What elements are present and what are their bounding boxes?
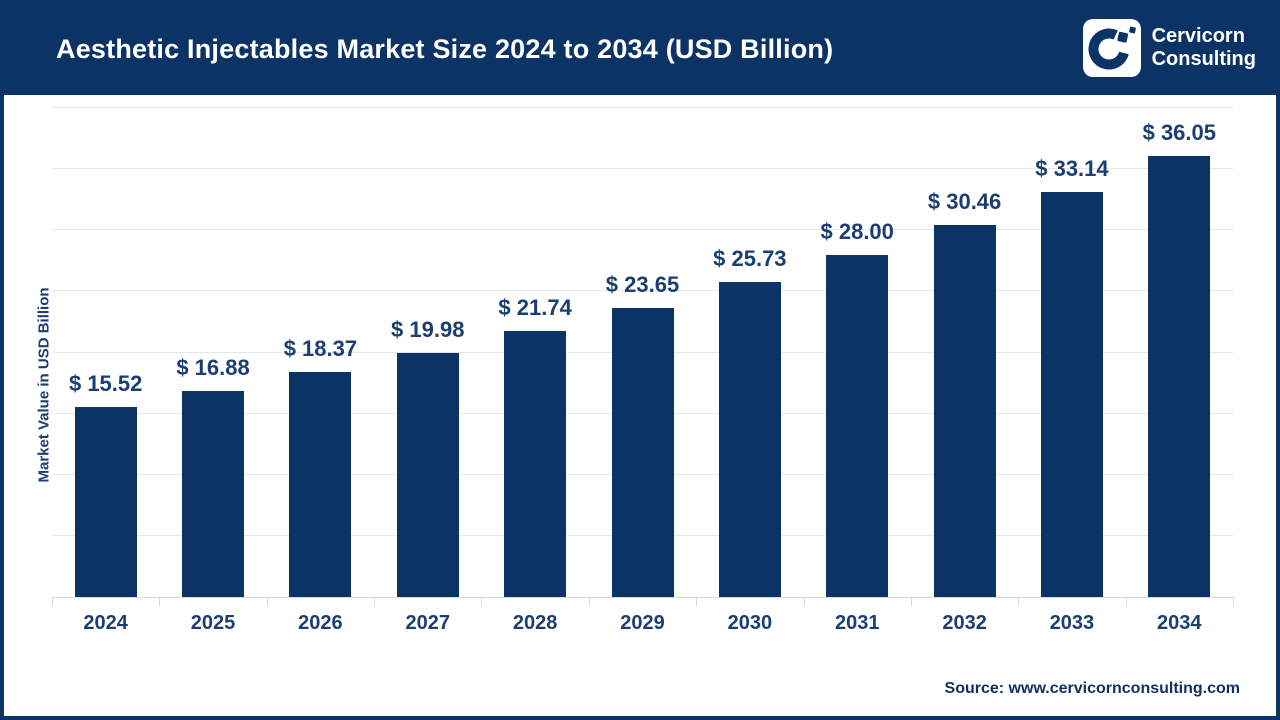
bar: [933, 224, 996, 597]
company-name-line2: Consulting: [1151, 48, 1256, 70]
company-logo: Cervicorn Consulting: [1082, 19, 1256, 77]
axis-tick: [374, 597, 376, 606]
bar-value-label: $ 18.37: [283, 336, 358, 362]
axis-tick: [588, 597, 590, 606]
bar: [718, 282, 781, 597]
bar-value-label: $ 21.74: [498, 295, 572, 321]
header-bar: Aesthetic Injectables Market Size 2024 t…: [4, 4, 1276, 95]
bar-value-label: $ 25.73: [713, 246, 787, 272]
bar: [396, 352, 459, 597]
chart-title: Aesthetic Injectables Market Size 2024 t…: [56, 34, 834, 64]
bar-value-label: $ 30.46: [927, 188, 1002, 214]
bar-value-label: $ 33.14: [1035, 155, 1109, 181]
bar: [611, 307, 674, 597]
source-text: Source: www.cervicornconsulting.com: [944, 680, 1240, 697]
x-axis-label: 2028: [512, 612, 558, 634]
x-axis-label: 2034: [1157, 612, 1202, 634]
x-axis-label: 2031: [834, 612, 880, 634]
bar: [182, 390, 245, 597]
bar-value-label: $ 15.52: [68, 371, 143, 397]
x-axis-label: 2029: [620, 612, 665, 634]
x-axis-label: 2033: [1049, 612, 1095, 634]
axis-tick: [159, 597, 161, 606]
x-axis-label: 2030: [727, 612, 773, 634]
bar: [1148, 156, 1211, 597]
bar: [504, 331, 567, 597]
gridline: [52, 107, 1233, 108]
axis-tick: [910, 597, 912, 606]
y-axis-label: Market Value in USD Billion: [35, 287, 53, 483]
axis-tick: [481, 597, 483, 606]
axis-tick: [1233, 597, 1234, 606]
axis-tick: [696, 597, 698, 606]
axis-tick: [803, 597, 805, 606]
bar: [74, 407, 137, 597]
axis-tick: [266, 597, 268, 606]
bar-value-label: $ 19.98: [391, 316, 465, 342]
bar-value-label: $ 16.88: [176, 354, 250, 380]
cervicorn-logo-icon: [1082, 19, 1141, 77]
company-name: Cervicorn Consulting: [1152, 25, 1256, 71]
bar: [1040, 191, 1103, 597]
company-name-line1: Cervicorn: [1151, 25, 1245, 47]
axis-tick: [1018, 597, 1020, 606]
gridline: [52, 229, 1233, 231]
bar-value-label: $ 36.05: [1142, 120, 1216, 146]
gridline: [52, 290, 1233, 292]
bar-value-label: $ 28.00: [820, 218, 894, 244]
x-axis-label: 2032: [942, 612, 987, 634]
bar-value-label: $ 23.65: [605, 271, 680, 297]
bar: [826, 254, 889, 597]
x-axis-label: 2024: [83, 612, 128, 634]
bar: [289, 372, 352, 597]
axis-tick: [1125, 597, 1127, 606]
x-axis-line: [52, 597, 1233, 598]
plot-area: $ 15.52 2024 $ 16.88 2025 $ 18.37 2026 $ 19.98…: [52, 107, 1234, 634]
gridline: [52, 168, 1233, 170]
x-axis-label: 2025: [190, 612, 236, 634]
x-axis-label: 2027: [405, 612, 451, 634]
x-axis-label: 2026: [298, 612, 343, 634]
axis-tick: [52, 597, 53, 606]
